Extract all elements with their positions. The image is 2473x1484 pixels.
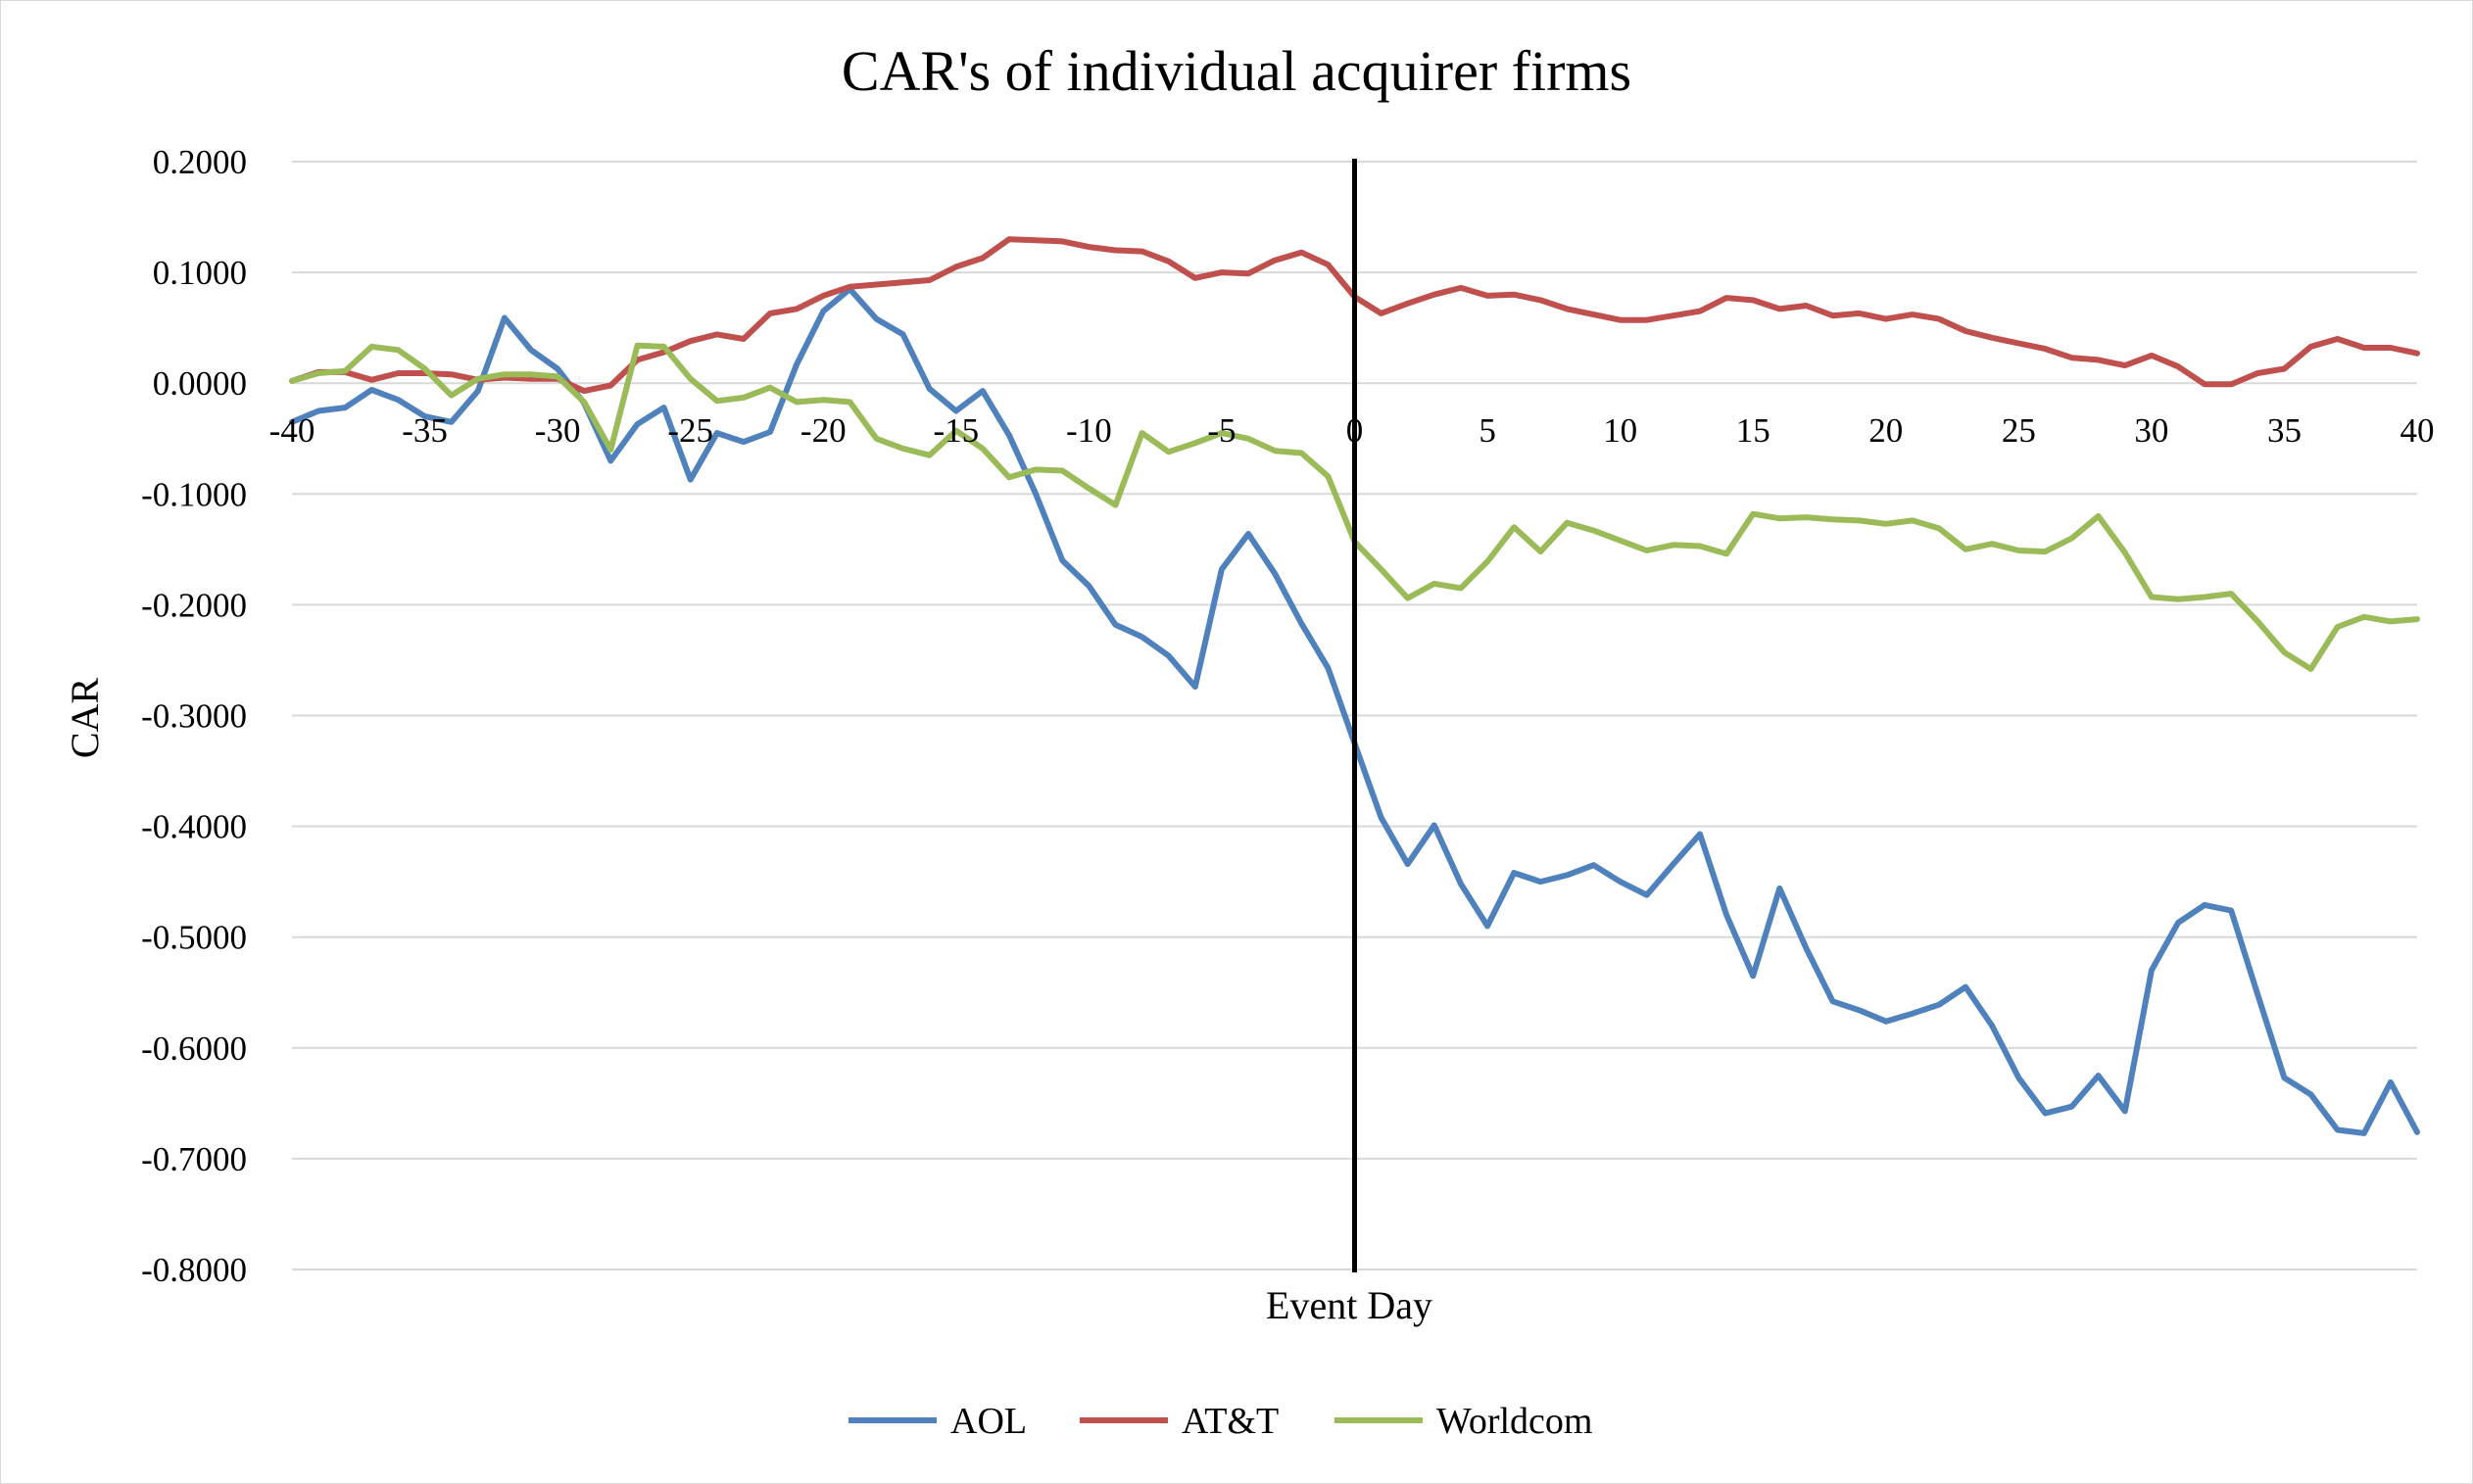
y-tick-label: -0.6000 (141, 1029, 247, 1068)
x-tick-label: 40 (2400, 411, 2435, 450)
legend-label: Worldcom (1436, 1401, 1592, 1442)
legend-label: AT&T (1182, 1401, 1279, 1442)
legend-label: AOL (950, 1401, 1027, 1442)
y-axis-title: CAR (63, 678, 107, 759)
x-tick-label: -40 (269, 411, 315, 450)
x-tick-label: 0 (1346, 411, 1364, 450)
x-tick-label: 25 (2002, 411, 2036, 450)
x-axis-ticks: -40 -35 -30 -25 -20 -15 -10 -5 0 5 10 15 20 25 30 35 40 (269, 411, 2435, 450)
y-axis-ticks: 0.2000 0.1000 0.0000 -0.1000 -0.2000 -0.3000 -… (141, 143, 247, 1289)
x-tick-label: 20 (1868, 411, 1903, 450)
legend: AOL AT&T Worldcom (849, 1401, 1592, 1442)
chart-title: CAR's of individual acquirer firms (842, 39, 1631, 103)
x-tick-label: -10 (1066, 411, 1112, 450)
x-tick-label: 35 (2267, 411, 2302, 450)
y-tick-label: -0.8000 (141, 1251, 247, 1289)
y-tick-label: -0.7000 (141, 1140, 247, 1178)
x-tick-label: -15 (933, 411, 979, 450)
y-tick-label: -0.4000 (141, 808, 247, 846)
x-tick-label: -25 (667, 411, 713, 450)
y-tick-label: 0.2000 (153, 143, 247, 181)
x-tick-label: 5 (1479, 411, 1496, 450)
x-tick-label: -30 (535, 411, 581, 450)
y-tick-label: -0.2000 (141, 586, 247, 624)
y-tick-label: 0.0000 (153, 364, 247, 403)
x-tick-label: 10 (1603, 411, 1637, 450)
y-tick-label: -0.3000 (141, 697, 247, 736)
x-tick-label: -5 (1207, 411, 1236, 450)
x-tick-label: 30 (2134, 411, 2168, 450)
y-tick-label: -0.5000 (141, 919, 247, 957)
x-tick-label: -35 (402, 411, 448, 450)
y-tick-label: -0.1000 (141, 475, 247, 513)
x-tick-label: -20 (800, 411, 847, 450)
x-axis-title: Event Day (1266, 1283, 1432, 1327)
y-tick-label: 0.1000 (153, 254, 247, 292)
x-tick-label: 15 (1736, 411, 1770, 450)
